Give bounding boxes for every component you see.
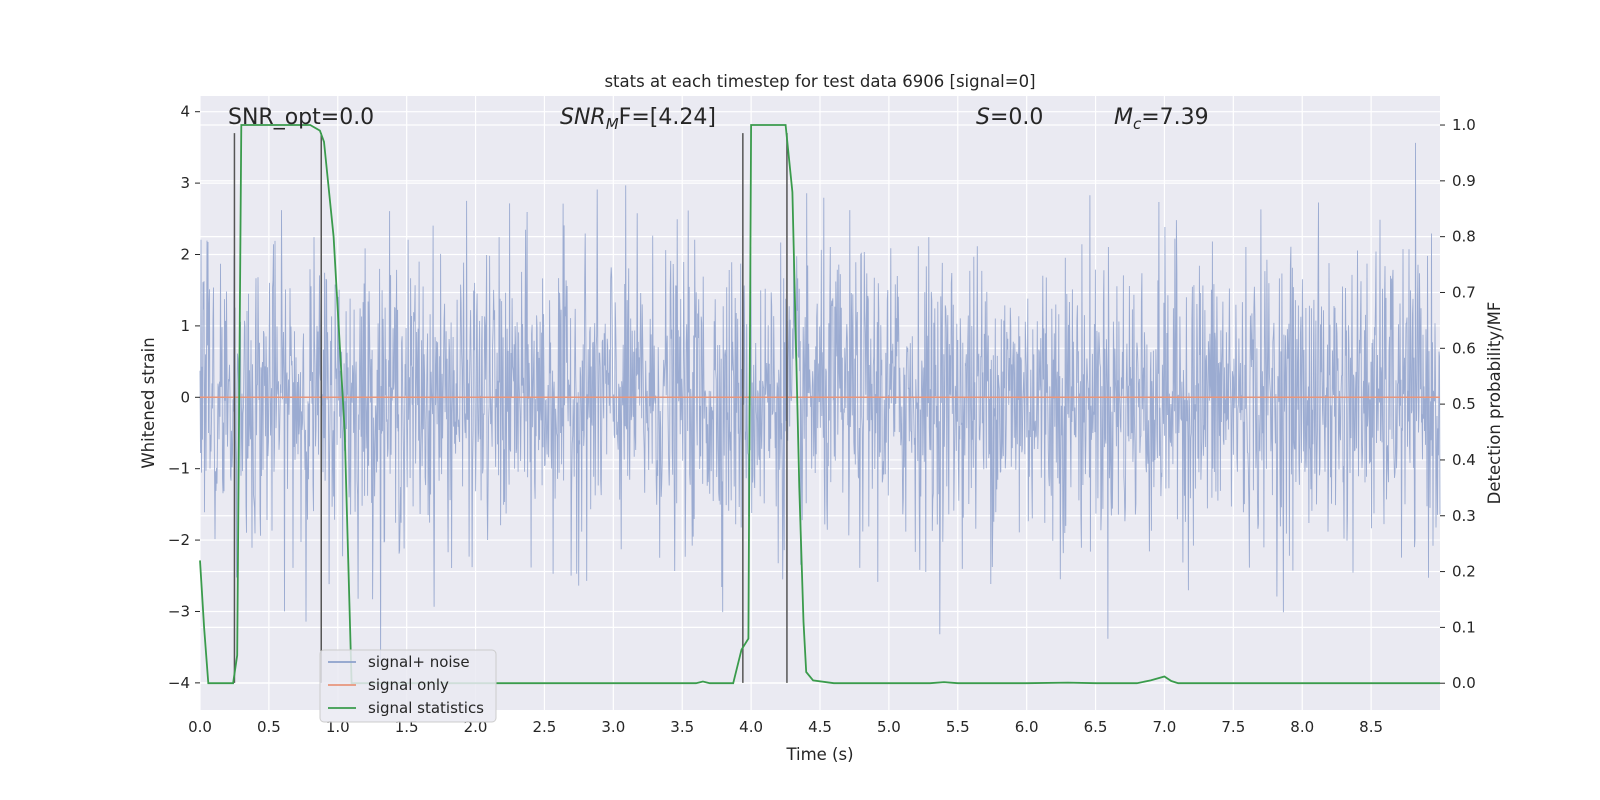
legend-box [319, 649, 497, 723]
x-tick-label: 2.5 [533, 718, 557, 736]
y-tick-labels: 4 3 2 1 0 −1 −2 −3 −4 [168, 103, 200, 692]
y-tick-label: −4 [168, 674, 190, 692]
signal-statistics-line [199, 124, 1440, 685]
x-tick-labels: 0.0 0.5 1.0 1.5 2.0 2.5 3.0 3.5 4.0 4.5 5.0 5.5 6.0 6… [188, 718, 1383, 736]
y-tick-label: 4 [180, 103, 190, 121]
chart-title: stats at each timestep for test data 690… [604, 72, 1035, 91]
snr-opt-annotation: SNR_opt=0.0 [228, 105, 374, 130]
x-tick-label: 3.5 [670, 718, 694, 736]
x-tick-label: 6.0 [1015, 718, 1039, 736]
s-annotation: S=0.0 [976, 105, 1043, 130]
x-tick-label: 7.5 [1221, 718, 1245, 736]
mc-annotation: Mc=7.39 [1114, 105, 1209, 133]
y-tick-label: −2 [168, 531, 190, 549]
right-y-tick-labels: 1.0 0.9 0.8 0.7 0.6 0.5 0.4 0.3 0.2 0.1 0.0 [1440, 116, 1476, 692]
right-y-tick-label: 0.0 [1452, 674, 1476, 692]
right-y-tick-label: 0.7 [1452, 283, 1476, 301]
y-tick-label: −1 [168, 460, 190, 478]
x-tick-label: 8.0 [1290, 718, 1314, 736]
x-tick-label: 7.0 [1153, 718, 1177, 736]
right-y-tick-label: 0.1 [1452, 618, 1476, 636]
x-tick-label: 5.5 [946, 718, 970, 736]
right-y-tick-label: 0.6 [1452, 339, 1476, 357]
y-tick-label: −3 [168, 602, 190, 620]
right-y-tick-label: 0.4 [1452, 451, 1476, 469]
legend-label-signal-only: signal only [368, 676, 449, 694]
y-tick-label: 2 [180, 245, 190, 263]
x-tick-label: 8.5 [1359, 718, 1383, 736]
x-axis-label: Time (s) [785, 745, 853, 764]
signal-noise-series [199, 142, 1441, 662]
right-y-tick-label: 0.2 [1452, 563, 1476, 581]
right-y-tick-label: 0.3 [1452, 507, 1476, 525]
x-tick-label: 6.5 [1084, 718, 1108, 736]
legend: signal+ noise signal only signal statist… [319, 649, 497, 723]
signal-noise-line [199, 142, 1441, 662]
right-y-axis-label: Detection probability/MF [1485, 302, 1504, 505]
signal-statistics-series [199, 124, 1440, 685]
x-tick-label: 3.0 [601, 718, 625, 736]
right-y-tick-label: 0.5 [1452, 395, 1476, 413]
x-tick-label: 0.5 [257, 718, 281, 736]
y-axis-label: Whitened strain [139, 337, 158, 468]
legend-label-signal-statistics: signal statistics [368, 699, 484, 717]
right-y-tick-label: 0.8 [1452, 228, 1476, 246]
x-tick-label: 4.5 [808, 718, 832, 736]
right-y-tick-label: 1.0 [1452, 116, 1476, 134]
y-tick-label: 1 [180, 317, 190, 335]
vertical-markers [233, 133, 788, 683]
y-tick-label: 0 [180, 388, 190, 406]
snr-mf-annotation: SNRMF=[4.24] [560, 105, 716, 133]
x-tick-label: 5.0 [877, 718, 901, 736]
y-tick-label: 3 [180, 174, 190, 192]
legend-label-signal-noise: signal+ noise [368, 653, 470, 671]
right-y-tick-label: 0.9 [1452, 172, 1476, 190]
x-tick-label: 4.0 [739, 718, 763, 736]
x-tick-label: 0.0 [188, 718, 212, 736]
